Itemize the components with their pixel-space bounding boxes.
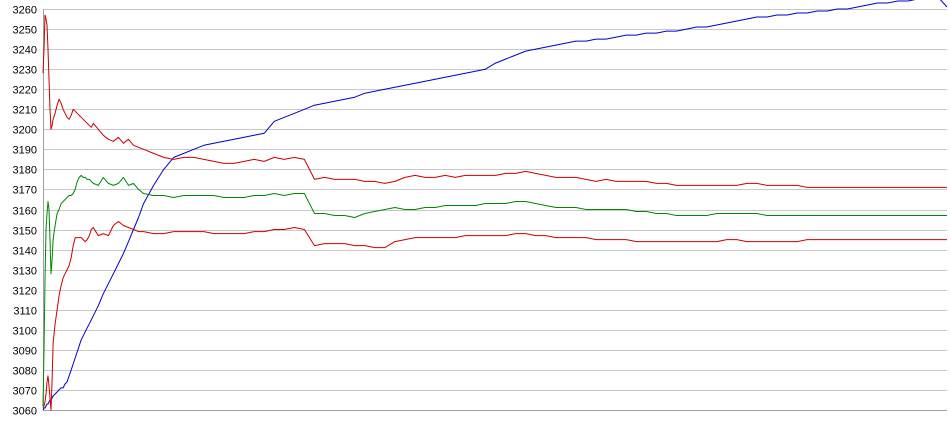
y-tick-label: 3140 xyxy=(13,246,37,258)
y-tick-label: 3090 xyxy=(13,346,37,358)
axes xyxy=(43,9,947,411)
y-tick-label: 3190 xyxy=(13,145,37,157)
y-tick-label: 3180 xyxy=(13,165,37,177)
series-lines xyxy=(42,0,948,411)
y-tick-label: 3230 xyxy=(13,65,37,77)
y-tick-label: 3070 xyxy=(13,386,37,398)
y-tick-label: 3060 xyxy=(13,406,37,418)
y-tick-label: 3240 xyxy=(13,45,37,57)
y-tick-label: 3260 xyxy=(13,5,37,17)
y-tick-label: 3160 xyxy=(13,206,37,218)
y-tick-label: 3080 xyxy=(13,366,37,378)
y-tick-labels: 3060 3070 3080 3090 3100 3110 3120 3130 3140 3150… xyxy=(13,5,37,418)
y-tick-label: 3100 xyxy=(13,326,37,338)
y-tick-label: 3220 xyxy=(13,85,37,97)
y-tick-label: 3250 xyxy=(13,25,37,37)
series-line-1 xyxy=(42,0,948,411)
y-tick-label: 3210 xyxy=(13,105,37,117)
y-tick-label: 3150 xyxy=(13,226,37,238)
gridlines xyxy=(43,9,947,411)
y-tick-label: 3120 xyxy=(13,286,37,298)
series-line-4 xyxy=(42,221,947,411)
y-tick-label: 3130 xyxy=(13,266,37,278)
series-line-2 xyxy=(42,14,947,188)
y-tick-label: 3110 xyxy=(13,306,37,318)
y-tick-label: 3170 xyxy=(13,185,37,197)
series-line-3 xyxy=(42,174,947,407)
y-tick-label: 3200 xyxy=(13,125,37,137)
